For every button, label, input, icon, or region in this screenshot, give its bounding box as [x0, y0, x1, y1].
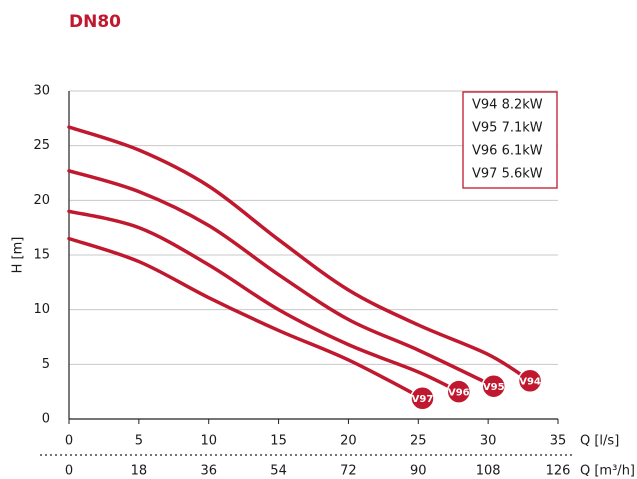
x2-axis-label: Q [m³/h] — [580, 464, 635, 479]
legend-box — [462, 91, 558, 189]
x2-tick-label: 54 — [270, 464, 287, 479]
x-tick-label: 15 — [270, 434, 287, 449]
y-tick-label: 5 — [42, 357, 50, 372]
y-tick-label: 0 — [42, 412, 50, 427]
y-axis-label: H [m] — [11, 237, 26, 274]
legend-entry: V96 6.1kW — [472, 144, 543, 159]
x2-tick-label: 90 — [410, 464, 427, 479]
y-tick-label: 15 — [33, 248, 50, 263]
curve — [67, 169, 496, 388]
x-axis-label: Q [l/s] — [580, 434, 619, 449]
y-tick-label: 20 — [33, 193, 50, 208]
legend-entry: V95 7.1kW — [472, 121, 543, 136]
x-tick-label: 30 — [480, 434, 497, 449]
x2-tick-label: 108 — [476, 464, 501, 479]
curve — [67, 209, 461, 394]
curve — [67, 236, 425, 400]
x2-tick-label: 126 — [546, 464, 571, 479]
x2-tick-label: 18 — [131, 464, 148, 479]
x2-tick-label: 36 — [200, 464, 217, 479]
legend-entry: V97 5.6kW — [472, 167, 543, 182]
x-tick-label: 10 — [200, 434, 217, 449]
y-tick-label: 30 — [33, 84, 50, 99]
end-badge — [410, 385, 435, 411]
y-tick-label: 25 — [33, 138, 50, 153]
end-badge — [481, 373, 506, 399]
end-badge-label: V94 — [519, 377, 541, 388]
end-badge — [517, 368, 543, 393]
x2-tick-label: 0 — [65, 464, 73, 479]
end-badge-label: V97 — [412, 394, 434, 405]
x2-tick-label: 72 — [340, 464, 357, 479]
curve — [67, 125, 532, 383]
x-tick-label: 20 — [340, 434, 357, 449]
end-badge-label: V95 — [483, 382, 505, 393]
x-tick-label: 0 — [65, 434, 73, 449]
legend-entry: V94 8.2kW — [472, 98, 543, 113]
end-badge-label: V96 — [448, 388, 470, 399]
y-tick-label: 10 — [33, 302, 50, 317]
x-tick-label: 25 — [410, 434, 427, 449]
chart-title: DN80 — [69, 12, 121, 32]
end-badge — [446, 379, 472, 404]
x-tick-label: 35 — [550, 434, 567, 449]
x-tick-label: 5 — [135, 434, 143, 449]
